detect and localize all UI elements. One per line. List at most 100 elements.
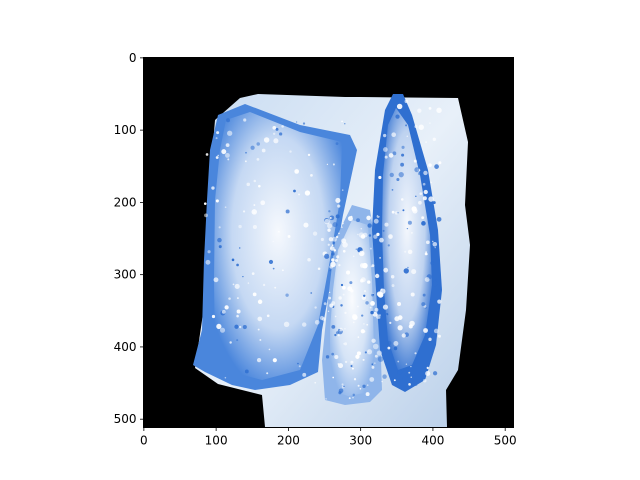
frost-speck (421, 216, 425, 220)
y-axis: 0 100 200 300 400 500 (114, 51, 144, 426)
frost-speck (363, 323, 365, 325)
frost-speck (408, 383, 411, 386)
frost-speck (338, 391, 342, 395)
x-tick-label: 200 (277, 434, 300, 448)
frost-speck (403, 268, 409, 274)
frost-speck (205, 153, 209, 156)
frost-speck (244, 369, 249, 374)
frost-speck (350, 360, 354, 364)
frost-speck (428, 163, 432, 167)
frost-speck (425, 141, 428, 144)
frost-speck (224, 376, 227, 379)
frost-speck (278, 230, 280, 233)
frost-speck (379, 315, 383, 318)
frost-speck (406, 228, 409, 230)
frost-speck (371, 363, 374, 366)
x-tick-label: 0 (140, 434, 148, 448)
frost-speck (432, 371, 438, 376)
frost-speck (234, 283, 240, 289)
frost-speck (272, 132, 276, 136)
frost-speck (314, 319, 320, 325)
frost-speck (398, 171, 404, 178)
frost-speck (329, 265, 333, 269)
y-tick-label: 400 (114, 340, 137, 354)
frost-speck (386, 312, 389, 315)
frost-speck (374, 362, 376, 364)
frost-speck (407, 266, 409, 269)
frost-speck (387, 346, 391, 350)
frost-speck (436, 107, 442, 114)
frost-speck (236, 297, 239, 300)
frost-speck (340, 304, 343, 307)
frost-speck (221, 149, 227, 155)
frost-speck (303, 222, 309, 228)
frost-speck (273, 138, 279, 144)
frost-speck (375, 313, 382, 319)
frost-speck (324, 218, 330, 225)
frost-speck (388, 234, 393, 239)
frost-speck (413, 159, 417, 163)
frost-speck (428, 106, 432, 110)
frost-speck (334, 333, 337, 337)
frost-speck (432, 280, 438, 287)
frost-speck (422, 196, 427, 201)
frost-speck (338, 296, 342, 300)
frost-speck (211, 314, 216, 319)
frost-speck (397, 360, 400, 363)
frost-speck (377, 212, 382, 217)
frost-speck (325, 355, 330, 359)
frost-speck (365, 392, 370, 397)
frost-speck (384, 222, 389, 227)
photo-content (193, 94, 470, 427)
frost-speck (287, 235, 291, 238)
frost-speck (217, 154, 219, 157)
frost-speck (272, 267, 275, 270)
frost-speck (434, 164, 439, 169)
frost-speck (414, 125, 418, 129)
frost-speck (289, 150, 292, 153)
frost-speck (400, 198, 404, 201)
frost-speck (397, 325, 403, 331)
frost-speck (423, 378, 427, 383)
frost-speck (326, 163, 329, 165)
frost-speck (382, 133, 387, 138)
frost-speck (413, 382, 418, 387)
frost-speck (408, 371, 411, 374)
frost-speck (251, 209, 258, 215)
frost-speck (383, 267, 389, 273)
y-tick-label: 200 (114, 195, 137, 209)
frost-speck (218, 245, 222, 249)
frost-speck (365, 301, 369, 305)
frost-speck (252, 224, 257, 230)
frost-speck (356, 218, 360, 223)
frost-speck (422, 182, 426, 186)
frost-speck (329, 246, 335, 251)
frost-speck (332, 376, 335, 379)
frost-speck (366, 323, 369, 326)
frost-speck (358, 232, 365, 238)
frost-speck (397, 369, 403, 375)
frost-speck (357, 233, 359, 236)
frost-speck (360, 329, 365, 334)
frost-speck (349, 281, 353, 285)
frost-speck (283, 321, 290, 328)
frost-speck (418, 171, 422, 176)
frost-speck (348, 216, 350, 219)
frost-speck (337, 363, 340, 365)
frost-speck (253, 204, 256, 206)
frost-speck (348, 397, 351, 400)
frost-speck (384, 155, 388, 159)
frost-speck (331, 236, 337, 242)
frost-speck (279, 132, 283, 136)
frost-speck (213, 277, 219, 283)
frost-speck (390, 275, 395, 279)
frost-speck (268, 348, 271, 351)
frost-speck (224, 305, 229, 310)
frost-speck (363, 294, 366, 297)
frost-speck (312, 231, 318, 236)
frost-speckles (203, 99, 442, 400)
frost-speck (317, 267, 321, 271)
frost-speck (225, 153, 230, 158)
x-tick-label: 500 (494, 434, 517, 448)
frost-speck (243, 118, 247, 122)
